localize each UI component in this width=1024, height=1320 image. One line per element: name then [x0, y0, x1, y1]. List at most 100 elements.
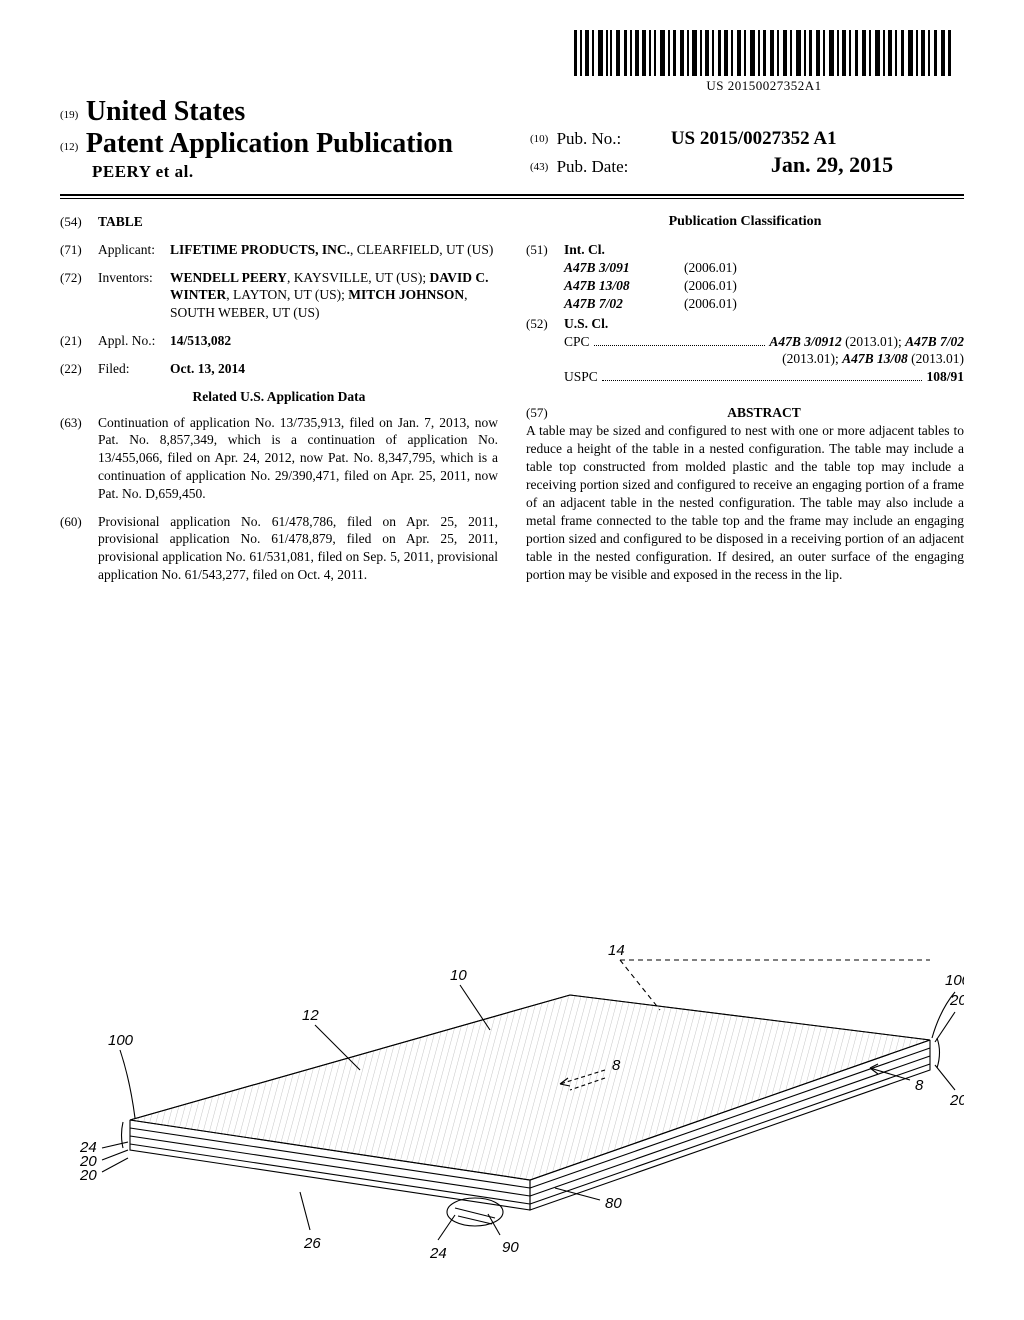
- cpc-a: A47B 3/0912: [769, 334, 841, 349]
- code-54: (54): [60, 213, 98, 231]
- fig-label-20b: 20: [79, 1167, 97, 1184]
- fig-label-20d: 20: [949, 1092, 964, 1109]
- code-60: (60): [60, 513, 98, 584]
- fig-label-100a: 100: [108, 1032, 134, 1049]
- intcl-2-cls: A47B 7/02: [564, 295, 684, 313]
- pubno-label: Pub. No.:: [557, 129, 667, 149]
- applno-value: 14/513,082: [170, 333, 231, 348]
- cpc-c: A47B 13/08: [842, 351, 908, 366]
- fig-label-8a: 8: [612, 1057, 621, 1074]
- code-57: (57): [526, 404, 564, 422]
- cpc-line: CPC A47B 3/0912 (2013.01); A47B 7/02: [564, 333, 964, 351]
- label-applno: Appl. No.:: [98, 332, 170, 350]
- uscl-body: U.S. Cl. CPC A47B 3/0912 (2013.01); A47B…: [564, 315, 964, 386]
- fig-label-80: 80: [605, 1195, 622, 1212]
- intcl-0-cls: A47B 3/091: [564, 259, 684, 277]
- abstract-label: ABSTRACT: [727, 405, 801, 420]
- pubdate-label: Pub. Date:: [557, 157, 667, 177]
- cpc-b2: (2013.01);: [782, 351, 842, 366]
- cpc-tail: A47B 3/0912 (2013.01); A47B 7/02: [769, 333, 964, 351]
- label-filed: Filed:: [98, 360, 170, 378]
- code-43: (43): [530, 161, 548, 173]
- inventor-3: MITCH JOHNSON: [348, 287, 464, 302]
- country: United States: [86, 96, 245, 127]
- label-inventors: Inventors:: [98, 269, 170, 322]
- code-71: (71): [60, 241, 98, 259]
- cpc-lead: CPC: [564, 333, 590, 351]
- rule-2: [60, 198, 964, 199]
- field-72: (72) Inventors: WENDELL PEERY, KAYSVILLE…: [60, 269, 498, 322]
- uscl-label: U.S. Cl.: [564, 316, 608, 331]
- applicant-rest: , CLEARFIELD, UT (US): [350, 242, 493, 257]
- cpc-b: A47B 7/02: [905, 334, 964, 349]
- patent-figure: 100 24 20 20 26 24 90 80 12 10 14 <1/> 8…: [60, 900, 964, 1280]
- code-19: (19): [60, 109, 78, 121]
- intcl-0-ver: (2006.01): [684, 259, 737, 277]
- intcl-label: Int. Cl.: [564, 242, 605, 257]
- inventor-2-loc: , LAYTON, UT (US);: [226, 287, 348, 302]
- intcl-2-ver: (2006.01): [684, 295, 737, 313]
- code-12: (12): [60, 141, 78, 153]
- publication-type: Patent Application Publication: [86, 128, 453, 159]
- code-21: (21): [60, 332, 98, 350]
- cpc-c2: (2013.01): [908, 351, 964, 366]
- rule-1: [60, 194, 964, 196]
- dots-icon: [594, 345, 766, 346]
- continuation-body: Continuation of application No. 13/735,9…: [98, 414, 498, 503]
- pubdate-value: Jan. 29, 2015: [771, 152, 893, 177]
- fig-label-24b: 24: [429, 1245, 447, 1262]
- related-header: Related U.S. Application Data: [60, 388, 498, 406]
- barcode-number: US 20150027352A1: [574, 78, 954, 94]
- intcl-row-0: A47B 3/091 (2006.01): [564, 259, 964, 277]
- field-21: (21) Appl. No.: 14/513,082: [60, 332, 498, 350]
- code-72: (72): [60, 269, 98, 322]
- intcl-1-cls: A47B 13/08: [564, 277, 684, 295]
- inventor-1-loc: , KAYSVILLE, UT (US);: [287, 270, 430, 285]
- fig-label-100b: 100: [945, 972, 964, 989]
- columns: (54) TABLE (71) Applicant: LIFETIME PROD…: [60, 213, 964, 594]
- inventors-body: WENDELL PEERY, KAYSVILLE, UT (US); DAVID…: [170, 269, 498, 322]
- uspc-lead: USPC: [564, 368, 598, 386]
- field-54: (54) TABLE: [60, 213, 498, 231]
- fig-label-90: 90: [502, 1239, 519, 1256]
- pubno-value: US 2015/0027352 A1: [671, 128, 837, 149]
- barcode-block: US 20150027352A1: [574, 30, 954, 94]
- intcl-1-ver: (2006.01): [684, 277, 737, 295]
- barcode-icon: [574, 30, 954, 76]
- code-51: (51): [526, 241, 564, 312]
- field-52: (52) U.S. Cl. CPC A47B 3/0912 (2013.01);…: [526, 315, 964, 386]
- fig-label-8b: 8: [915, 1077, 924, 1094]
- intcl-body: Int. Cl. A47B 3/091 (2006.01) A47B 13/08…: [564, 241, 964, 312]
- inventor-1: WENDELL PEERY: [170, 270, 287, 285]
- fig-label-12: 12: [302, 1007, 319, 1024]
- filed-value: Oct. 13, 2014: [170, 361, 245, 376]
- cpc-line-2: (2013.01); A47B 13/08 (2013.01): [564, 350, 964, 368]
- fig-label-20c: 20: [949, 992, 964, 1009]
- cpc-a2: (2013.01);: [842, 334, 905, 349]
- invention-title: TABLE: [98, 214, 143, 229]
- code-52: (52): [526, 315, 564, 386]
- applicant-body: LIFETIME PRODUCTS, INC., CLEARFIELD, UT …: [170, 241, 498, 259]
- fig-label-26: 26: [303, 1235, 321, 1252]
- patent-page: US 20150027352A1 (19) United States (12)…: [0, 0, 1024, 1320]
- abstract-body: A table may be sized and configured to n…: [526, 422, 964, 585]
- field-51: (51) Int. Cl. A47B 3/091 (2006.01) A47B …: [526, 241, 964, 312]
- applicant-name: LIFETIME PRODUCTS, INC.: [170, 242, 350, 257]
- field-60: (60) Provisional application No. 61/478,…: [60, 513, 498, 584]
- uspc-tail: 108/91: [926, 369, 964, 384]
- field-57: (57) ABSTRACT: [526, 404, 964, 422]
- uspc-line: USPC 108/91: [564, 368, 964, 386]
- field-22: (22) Filed: Oct. 13, 2014: [60, 360, 498, 378]
- dots-icon: [602, 380, 923, 381]
- figure-svg: 100 24 20 20 26 24 90 80 12 10 14 <1/> 8…: [60, 900, 964, 1280]
- right-column: Publication Classification (51) Int. Cl.…: [526, 213, 964, 594]
- intcl-row-1: A47B 13/08 (2006.01): [564, 277, 964, 295]
- pubclass-header: Publication Classification: [526, 213, 964, 231]
- code-22: (22): [60, 360, 98, 378]
- header-right: (10) Pub. No.: US 2015/0027352 A1 (43) P…: [530, 128, 893, 178]
- fig-label-14: 14: [608, 942, 625, 959]
- left-column: (54) TABLE (71) Applicant: LIFETIME PROD…: [60, 213, 498, 594]
- fig-label-10: 10: [450, 967, 467, 984]
- label-applicant: Applicant:: [98, 241, 170, 259]
- code-10: (10): [530, 133, 548, 145]
